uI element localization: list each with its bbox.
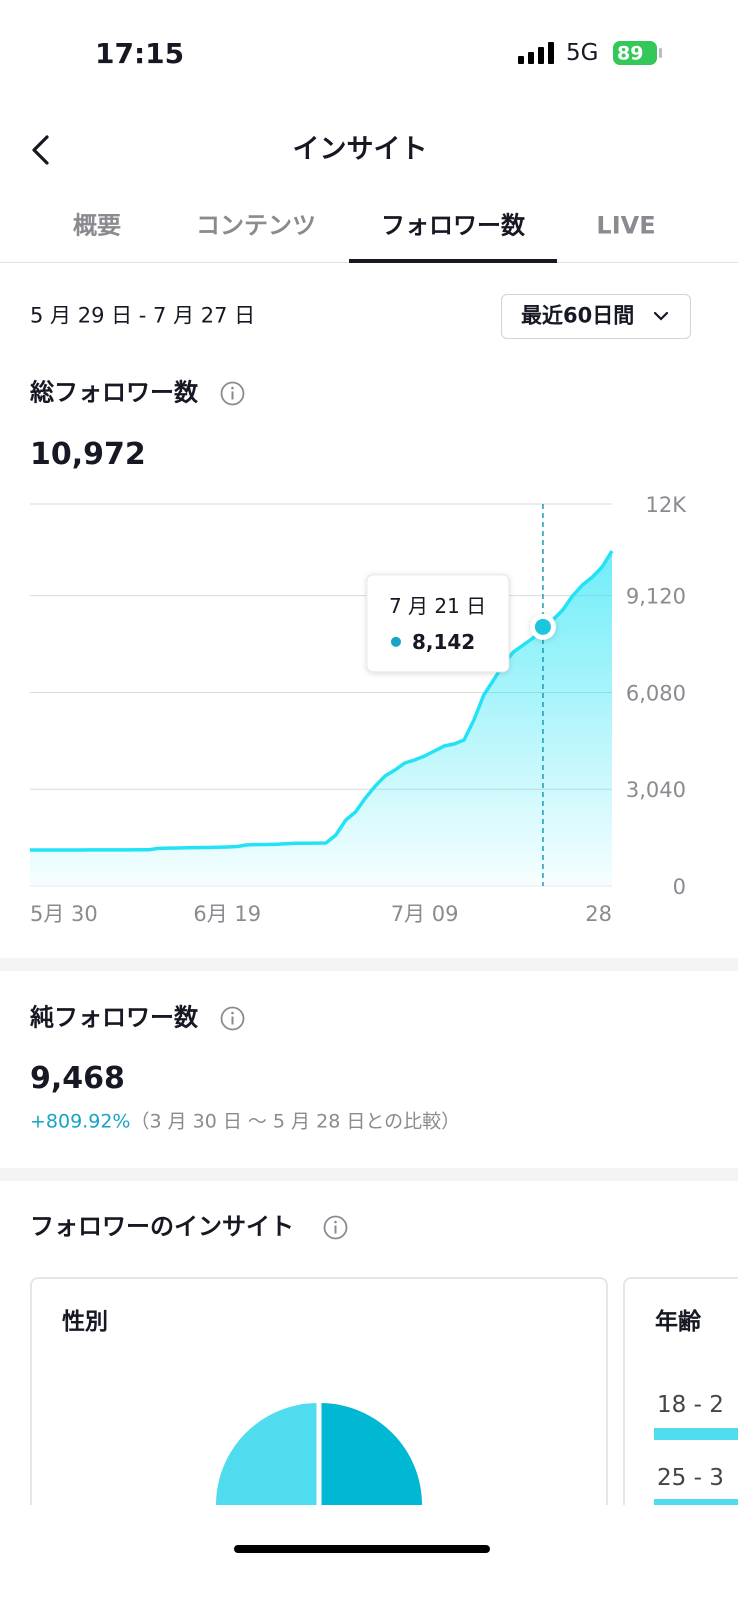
follower-chart: 0 3,040 6,080 9,120 12K 5月 30 6月 19 7月 09 28 7 月 … <box>30 493 688 926</box>
y-tick-label: 9,120 <box>626 585 686 609</box>
x-tick-label: 28 <box>585 902 612 926</box>
tab[interactable]: コンテンツ <box>196 211 316 240</box>
card-title: 年齢 <box>655 1309 701 1336</box>
home-indicator <box>234 1545 490 1553</box>
period-dropdown[interactable] <box>501 294 691 339</box>
section-title: フォロワーのインサイト <box>30 1212 294 1241</box>
info-icon[interactable] <box>220 381 245 406</box>
status-time: 17:15 <box>95 37 185 71</box>
y-tick-label: 3,040 <box>626 778 686 802</box>
x-tick-label: 5月 30 <box>30 902 98 926</box>
tab[interactable]: 概要 <box>73 211 121 240</box>
page-title: インサイト <box>292 133 428 165</box>
section-separator <box>0 1168 738 1181</box>
y-tick-label: 12K <box>646 493 688 517</box>
highlight-point <box>534 618 551 635</box>
age-card <box>623 1277 738 1505</box>
gender-pie <box>216 1403 422 1505</box>
tab[interactable]: LIVE <box>596 211 656 240</box>
comparison-note: （3 月 30 日 〜 5 月 28 日との比較） <box>130 1110 461 1133</box>
age-group-label: 18 - 2 <box>657 1392 724 1419</box>
age-group-label: 25 - 3 <box>657 1465 724 1492</box>
tab-indicator <box>349 259 557 263</box>
tooltip <box>366 574 510 673</box>
back-button[interactable] <box>28 134 54 166</box>
card-title: 性別 <box>62 1309 108 1336</box>
area <box>30 551 612 886</box>
section-separator <box>0 958 738 971</box>
scroll-area: 17:15 5G 89 インサイト 概要 コンテンツ フォロワー数 LIVE 5… <box>0 37 738 1505</box>
tooltip-dot <box>390 636 401 647</box>
signal-icon <box>518 42 554 64</box>
change-row: +809.92%（3 月 30 日 〜 5 月 28 日との比較） <box>30 1111 460 1134</box>
battery-level: 89 <box>617 42 644 65</box>
network-label: 5G <box>566 40 599 67</box>
y-tick-label: 6,080 <box>626 681 686 705</box>
section-title: 総フォロワー数 <box>30 378 198 407</box>
y-tick-label: 0 <box>673 875 686 899</box>
tooltip-date: 7 月 21 日 <box>389 594 486 618</box>
period-label: 最近60日間 <box>521 303 635 328</box>
age-bar <box>654 1499 738 1505</box>
dropdown-chevron <box>653 311 669 321</box>
battery <box>613 41 657 65</box>
total-value: 10,972 <box>30 437 146 472</box>
date-range: 5 月 29 日 - 7 月 27 日 <box>30 303 256 328</box>
gender-card <box>30 1277 608 1505</box>
info-icon[interactable] <box>323 1215 348 1240</box>
battery-cap <box>659 48 662 58</box>
info-icon[interactable] <box>220 1006 245 1031</box>
x-tick-label: 6月 19 <box>193 902 261 926</box>
tab-active[interactable]: フォロワー数 <box>381 211 525 240</box>
x-tick-label: 7月 09 <box>391 902 459 926</box>
line <box>30 550 614 852</box>
section-title: 純フォロワー数 <box>30 1003 198 1032</box>
age-bar <box>654 1428 738 1440</box>
tooltip-value: 8,142 <box>412 630 475 654</box>
net-value: 9,468 <box>30 1061 125 1096</box>
change-percent: +809.92% <box>30 1110 131 1133</box>
